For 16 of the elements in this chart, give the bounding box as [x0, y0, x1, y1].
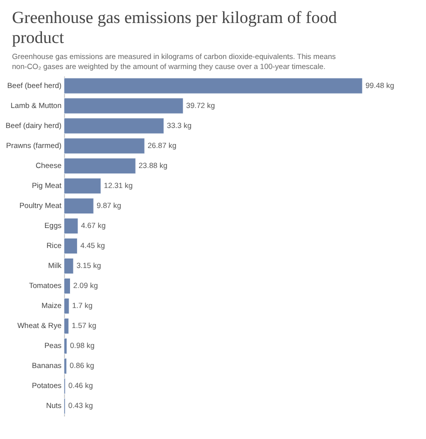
bar [64, 218, 78, 234]
bar [64, 238, 78, 254]
bar [64, 178, 102, 194]
bar [64, 278, 71, 294]
bar [64, 118, 164, 134]
bar [64, 318, 69, 334]
bar [64, 338, 68, 354]
bar [64, 358, 67, 374]
bar [64, 158, 136, 174]
bar [64, 198, 94, 214]
bar [64, 258, 74, 274]
bar [64, 298, 70, 314]
bar [64, 78, 363, 94]
chart-title: Greenhouse gas emissions per kilogram of food product [12, 8, 338, 48]
bar [64, 138, 145, 154]
bar [64, 98, 184, 114]
